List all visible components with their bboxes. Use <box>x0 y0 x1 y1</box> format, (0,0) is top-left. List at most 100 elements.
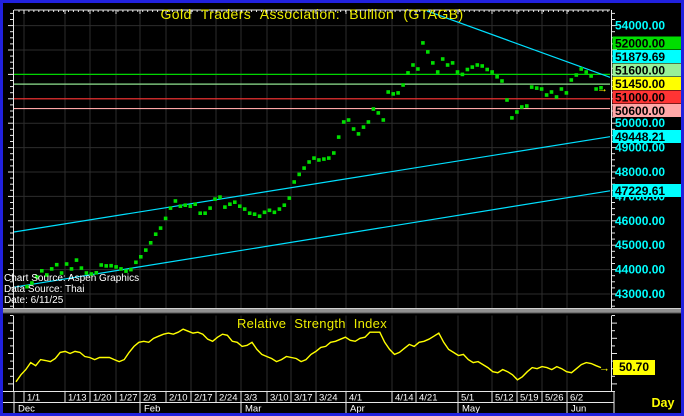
price-dot <box>416 67 420 71</box>
price-dot <box>208 206 212 210</box>
month-label: Feb <box>144 404 160 415</box>
price-dot <box>480 64 484 68</box>
data-source-text: Data Source: Thai <box>4 283 85 295</box>
x-tick-label: 3/17 <box>294 393 313 404</box>
price-dot <box>322 157 326 161</box>
price-dot <box>302 166 306 170</box>
price-dot <box>525 104 529 108</box>
x-tick-label: 5/26 <box>545 393 564 404</box>
price-dot <box>54 262 59 267</box>
y-axis-label: 49000.00 <box>615 141 665 155</box>
y-axis-label: 48000.00 <box>615 165 665 179</box>
y-axis-label: 45000.00 <box>615 238 665 252</box>
price-level-label: 51450.00 <box>615 77 665 91</box>
y-axis-label: 43000.00 <box>615 287 665 301</box>
price-dot <box>336 135 341 139</box>
x-tick-label: 1/27 <box>119 393 138 404</box>
x-tick-label: 3/24 <box>319 393 338 404</box>
price-level-label-bg <box>612 184 682 197</box>
x-tick-label: 5/12 <box>495 393 514 404</box>
y-axis-label: 44000.00 <box>615 263 665 277</box>
price-dot <box>312 156 316 160</box>
price-dot <box>510 116 514 120</box>
price-dot <box>465 67 470 72</box>
month-label: Apr <box>350 404 365 415</box>
price-dot <box>198 211 202 215</box>
price-dot <box>109 263 113 268</box>
price-dot <box>475 63 480 67</box>
price-dot <box>386 90 390 94</box>
rsi-chart-title: Relative Strength Index <box>236 316 388 331</box>
price-dot <box>30 281 34 285</box>
periodicity-label[interactable]: Day <box>651 396 675 410</box>
price-dot <box>544 93 549 97</box>
descending-trendline <box>426 10 611 78</box>
upper-channel-line <box>13 136 611 233</box>
x-tick-label: 2/10 <box>169 393 188 404</box>
price-dot <box>426 50 430 54</box>
price-level-label: 51000.00 <box>615 91 665 105</box>
price-dot <box>223 205 227 209</box>
chart-source-text: Chart Source: Aspen Graphics <box>4 273 140 284</box>
price-dot <box>332 151 336 155</box>
price-level-label-bg <box>612 36 682 50</box>
price-dot <box>346 118 351 122</box>
price-dot <box>445 63 450 67</box>
price-dot <box>520 105 524 109</box>
x-tick-label: 4/21 <box>419 393 438 404</box>
price-dot <box>168 206 173 210</box>
price-level-label-bg <box>612 90 682 104</box>
price-dot <box>74 258 79 262</box>
price-dot <box>40 269 44 273</box>
price-dot <box>64 262 69 266</box>
y-axis-label: 54000.00 <box>615 19 665 33</box>
price-dot <box>307 160 311 164</box>
y-axis-label: 46000.00 <box>615 214 665 228</box>
lower-channel-line <box>13 190 611 288</box>
price-dot <box>500 79 504 83</box>
price-dot <box>341 120 346 124</box>
price-dot <box>599 86 603 90</box>
price-dot <box>431 61 435 65</box>
price-dot <box>376 111 381 115</box>
price-dot <box>435 70 440 74</box>
month-label: Mar <box>245 404 261 415</box>
source-info-block: Chart Source: Aspen Graphics Data Source… <box>4 273 140 306</box>
price-dot <box>559 87 564 91</box>
panel-divider[interactable] <box>3 308 681 314</box>
price-dot <box>148 241 153 245</box>
x-tick-label: 6/2 <box>570 393 583 404</box>
price-dot <box>485 67 489 72</box>
price-dot <box>391 92 395 96</box>
x-tick-label: 4/1 <box>349 393 362 404</box>
rsi-line <box>15 328 602 383</box>
price-dot <box>554 95 559 99</box>
price-dot <box>272 210 277 215</box>
price-dot <box>94 271 99 275</box>
price-dot <box>233 200 237 204</box>
price-dot <box>153 232 158 236</box>
price-dot <box>228 202 232 206</box>
price-dot <box>104 264 108 268</box>
price-level-label: 49448.21 <box>615 130 665 144</box>
price-dot <box>470 65 475 69</box>
price-level-label-bg <box>612 63 682 77</box>
price-dot <box>564 91 569 95</box>
rsi-current-value-label: 50.70 <box>613 360 655 375</box>
price-level-label: 52000.00 <box>615 37 665 51</box>
price-dot <box>114 265 118 269</box>
price-dot <box>238 204 242 208</box>
price-dot <box>257 214 262 218</box>
price-dot <box>549 90 554 94</box>
price-dot <box>440 57 445 61</box>
price-dot <box>25 284 29 289</box>
main-plot-area[interactable] <box>14 10 610 308</box>
price-dot <box>163 216 168 221</box>
x-tick-label: 1/1 <box>27 393 40 404</box>
price-dot <box>505 98 509 102</box>
price-dot <box>282 203 287 207</box>
price-dot <box>242 207 247 211</box>
